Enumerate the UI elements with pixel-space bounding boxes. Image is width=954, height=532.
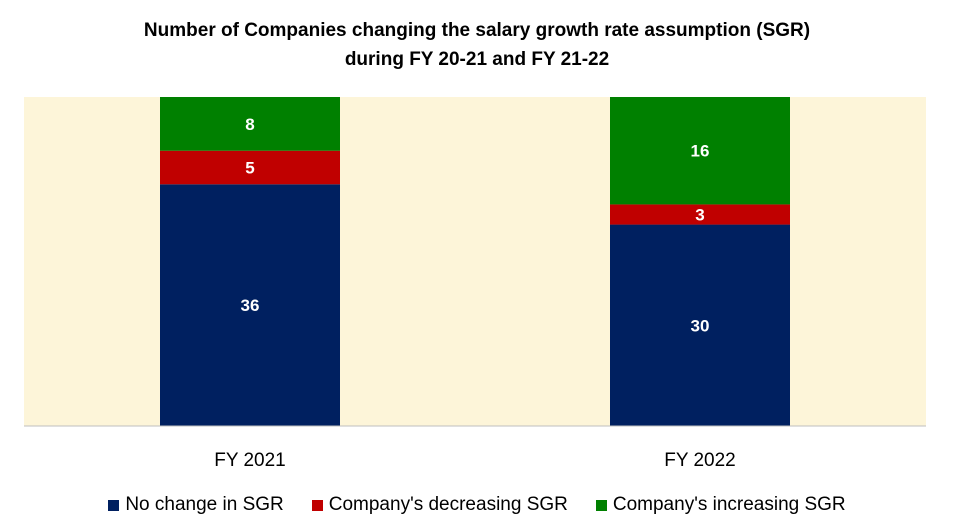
legend-item-increasing: Company's increasing SGR (595, 494, 846, 516)
legend-item-decreasing: Company's decreasing SGR (311, 494, 568, 516)
bar-no-change-2 (610, 224, 790, 426)
legend-swatch-increasing (595, 499, 607, 511)
legend-label-no-change: No change in SGR (125, 494, 284, 515)
bar-no-change-1 (160, 184, 340, 426)
x-tick-label-2: FY 2022 (664, 450, 735, 471)
plot-area (24, 97, 926, 426)
data-label-increasing-2: 16 (691, 142, 710, 161)
data-label-decreasing-2: 3 (695, 206, 704, 225)
chart-legend: No change in SGR Company's decreasing SG… (0, 494, 954, 516)
legend-swatch-decreasing (311, 499, 323, 511)
data-label-no-change-2: 30 (691, 316, 710, 335)
x-tick-label-1: FY 2021 (214, 450, 285, 471)
bar-increasing-2 (610, 97, 790, 205)
bar-decreasing-1 (160, 150, 340, 185)
legend-label-increasing: Company's increasing SGR (612, 494, 846, 515)
data-label-increasing-1: 8 (245, 115, 254, 134)
stacked-bar-chart: 36 5 8 FY 2021 30 3 16 FY 2022 (24, 97, 926, 471)
bar-decreasing-2 (610, 204, 790, 225)
chart-title: Number of Companies changing the salary … (0, 16, 954, 74)
legend-swatch-no-change (108, 499, 120, 511)
bar-increasing-1 (160, 97, 340, 151)
data-label-decreasing-1: 5 (245, 159, 254, 178)
legend-item-no-change: No change in SGR (108, 494, 284, 516)
chart-title-line-1: Number of Companies changing the salary … (143, 20, 811, 41)
chart-title-line-2: during FY 20-21 and FY 21-22 (344, 49, 610, 70)
data-label-no-change-1: 36 (241, 296, 260, 315)
legend-label-decreasing: Company's decreasing SGR (328, 494, 568, 515)
